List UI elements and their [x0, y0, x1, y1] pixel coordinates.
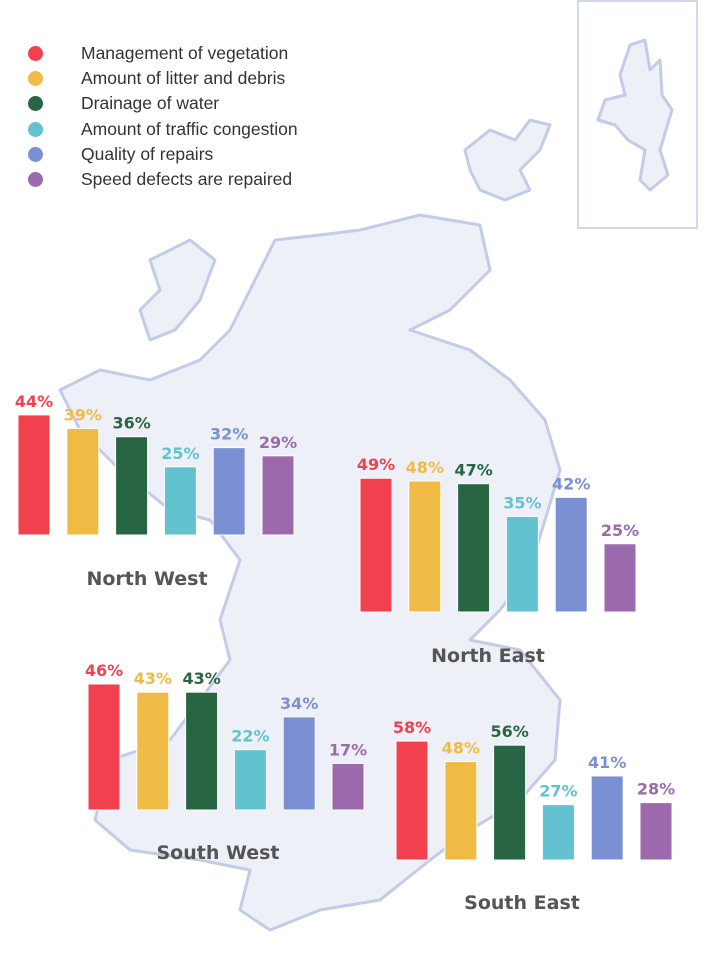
legend-dot-icon	[28, 171, 43, 187]
data-label: 17%	[329, 740, 367, 759]
data-label: 25%	[161, 444, 199, 463]
data-label: 29%	[259, 433, 297, 452]
data-label: 48%	[442, 739, 480, 758]
data-label: 58%	[393, 718, 431, 737]
legend-item-vegetation: Management of vegetation	[28, 42, 288, 64]
legend-dot-icon	[28, 121, 43, 137]
data-label: 47%	[454, 461, 492, 480]
western-isles	[138, 238, 217, 342]
data-label: 36%	[112, 414, 150, 433]
bar	[639, 802, 673, 861]
bar	[17, 414, 51, 536]
bar	[395, 740, 429, 861]
panel-north-east: 49% 48% 47% 35% 42% 25% North East	[357, 455, 639, 667]
data-label: 27%	[539, 782, 577, 801]
shetland-islands	[596, 38, 674, 192]
mainland-scotland	[58, 213, 562, 932]
panel-south-west: 46% 43% 43% 22% 34% 17% South West	[85, 661, 367, 864]
bar	[233, 749, 267, 811]
bar	[115, 436, 149, 536]
legend-dot-icon	[28, 95, 43, 111]
bar	[163, 466, 197, 536]
region-title: North East	[431, 645, 545, 667]
data-label: 25%	[601, 521, 639, 540]
legend-item-litter: Amount of litter and debris	[28, 67, 285, 89]
bar	[136, 691, 170, 811]
legend-item-drainage: Drainage of water	[28, 92, 219, 114]
bar	[212, 447, 246, 536]
bar	[444, 761, 478, 861]
bar	[554, 496, 588, 613]
legend-dot-icon	[28, 146, 43, 162]
region-title: North West	[86, 568, 207, 590]
legend-label: Management of vegetation	[81, 42, 289, 63]
data-label: 42%	[552, 474, 590, 493]
bar	[87, 683, 121, 811]
data-label: 43%	[182, 669, 220, 688]
data-label: 44%	[15, 392, 53, 411]
data-label: 22%	[231, 727, 269, 746]
legend-dot-icon	[28, 70, 43, 86]
bar	[590, 775, 624, 861]
legend-item-repairs: Quality of repairs	[28, 143, 213, 165]
region-title: South East	[464, 892, 580, 914]
bar	[541, 804, 575, 861]
bar	[505, 515, 539, 613]
data-label: 28%	[637, 780, 675, 799]
data-label: 48%	[406, 458, 444, 477]
bar	[493, 744, 527, 861]
bar	[66, 428, 100, 536]
data-label: 43%	[134, 669, 172, 688]
legend-label: Speed defects are repaired	[81, 168, 293, 189]
bar	[457, 483, 491, 613]
orkney-islands	[463, 118, 552, 202]
data-label: 39%	[64, 406, 102, 425]
legend-label: Drainage of water	[81, 92, 220, 113]
bar	[282, 716, 316, 811]
legend-label: Amount of traffic congestion	[81, 118, 298, 139]
data-label: 35%	[503, 493, 541, 512]
bar	[331, 762, 365, 811]
legend-label: Quality of repairs	[81, 143, 214, 164]
data-label: 32%	[210, 425, 248, 444]
data-label: 41%	[588, 753, 626, 772]
data-label: 56%	[490, 722, 528, 741]
legend-label: Amount of litter and debris	[81, 67, 286, 88]
data-label: 49%	[357, 455, 395, 474]
data-label: 46%	[85, 661, 123, 680]
bar	[261, 455, 295, 536]
panel-north-west: 44% 39% 36% 25% 32% 29% North West	[15, 392, 297, 590]
bar	[359, 477, 393, 613]
panel-south-east: 58% 48% 56% 27% 41% 28% South East	[393, 718, 675, 914]
data-label: 34%	[280, 694, 318, 713]
legend-item-speed: Speed defects are repaired	[28, 168, 292, 190]
region-title: South West	[156, 842, 279, 864]
legend-item-traffic: Amount of traffic congestion	[28, 118, 298, 140]
bar	[185, 691, 219, 811]
bar	[603, 543, 637, 613]
legend-dot-icon	[28, 45, 43, 61]
bar	[408, 480, 442, 613]
